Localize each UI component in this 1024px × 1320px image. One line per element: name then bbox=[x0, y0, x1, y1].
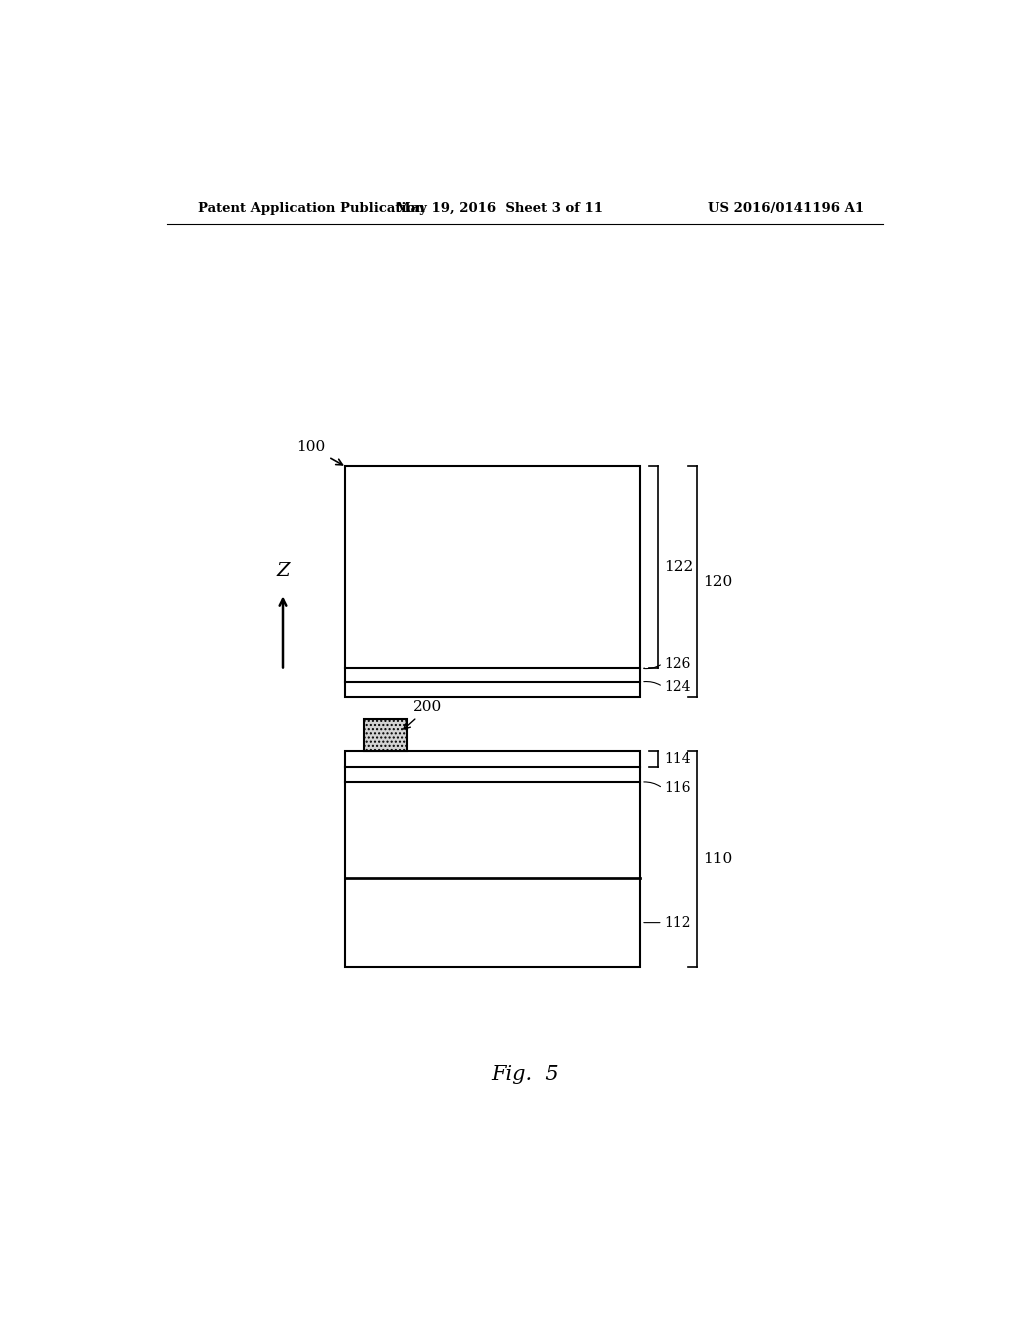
Text: 126: 126 bbox=[665, 656, 690, 671]
Text: 100: 100 bbox=[296, 440, 342, 465]
Text: Z: Z bbox=[276, 561, 290, 579]
Bar bbox=[365, 719, 407, 751]
Text: US 2016/0141196 A1: US 2016/0141196 A1 bbox=[709, 202, 864, 215]
Text: Patent Application Publication: Patent Application Publication bbox=[198, 202, 425, 215]
Text: 200: 200 bbox=[403, 701, 442, 729]
Bar bbox=[345, 751, 640, 966]
Text: 124: 124 bbox=[665, 680, 691, 693]
Text: 120: 120 bbox=[703, 576, 732, 589]
Text: 110: 110 bbox=[703, 853, 732, 866]
Text: Fig.  5: Fig. 5 bbox=[490, 1065, 559, 1084]
Text: 114: 114 bbox=[665, 752, 691, 766]
Text: 112: 112 bbox=[665, 916, 691, 929]
Text: May 19, 2016  Sheet 3 of 11: May 19, 2016 Sheet 3 of 11 bbox=[396, 202, 603, 215]
Text: 116: 116 bbox=[665, 781, 691, 795]
Text: 122: 122 bbox=[665, 560, 693, 574]
Bar bbox=[345, 466, 640, 697]
